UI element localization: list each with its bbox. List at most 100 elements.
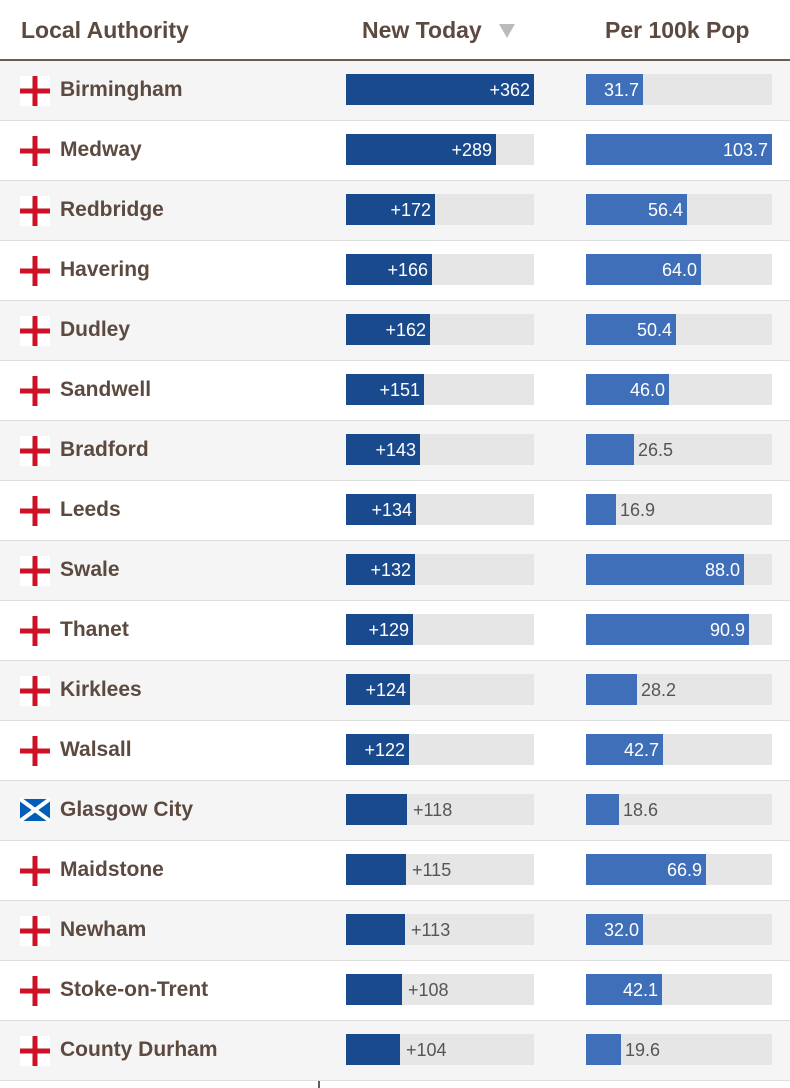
authority-name: Thanet <box>60 618 129 641</box>
table-row[interactable]: Birmingham +362 31.7 <box>0 61 790 121</box>
authority-name: Birmingham <box>60 78 183 101</box>
column-header-local-authority[interactable]: Local Authority <box>21 17 189 43</box>
per-100k-bar <box>586 554 744 585</box>
per-100k-value: 42.1 <box>622 980 658 1000</box>
table-row[interactable]: Leeds +134 16.9 <box>0 481 790 541</box>
table-row[interactable]: Havering +166 64.0 <box>0 241 790 301</box>
authority-name: Medway <box>60 138 142 161</box>
england-flag-icon <box>20 556 50 586</box>
per-100k-bar <box>586 434 634 465</box>
authority-name: Maidstone <box>60 858 164 881</box>
table-row[interactable]: Walsall +122 42.7 <box>0 721 790 781</box>
per-100k-value: 19.6 <box>625 1040 661 1060</box>
england-flag-icon <box>20 736 50 766</box>
table-row[interactable]: Medway +289 103.7 <box>0 121 790 181</box>
new-today-value: +118 <box>413 800 453 820</box>
england-flag-icon <box>20 256 50 286</box>
england-flag-icon <box>20 376 50 406</box>
table-row[interactable]: Newham +113 32.0 <box>0 901 790 961</box>
per-100k-bar-track: 103.7 <box>586 134 772 165</box>
per-100k-bar <box>586 974 662 1005</box>
per-100k-bar <box>586 494 616 525</box>
new-today-value: +104 <box>406 1040 447 1060</box>
per-100k-bar-track: 28.2 <box>586 674 772 705</box>
table-row[interactable]: Thanet +129 90.9 <box>0 601 790 661</box>
new-today-value: +143 <box>375 440 416 460</box>
per-100k-value: 18.6 <box>623 800 659 820</box>
new-today-bar <box>346 914 405 945</box>
per-100k-value: 26.5 <box>638 440 674 460</box>
per-100k-bar-track: 19.6 <box>586 1034 772 1065</box>
table-row[interactable]: Kirklees +124 28.2 <box>0 661 790 721</box>
per-100k-bar-track: 46.0 <box>586 374 772 405</box>
new-today-bar <box>346 554 415 585</box>
per-100k-bar-track: 42.7 <box>586 734 772 765</box>
new-today-bar-track: +129 <box>346 614 534 645</box>
authority-name: Havering <box>60 258 150 281</box>
per-100k-bar <box>586 914 643 945</box>
column-header-new-today[interactable]: New Today <box>362 17 482 43</box>
england-flag-icon <box>20 316 50 346</box>
authority-name: Swale <box>60 558 120 581</box>
per-100k-value: 50.4 <box>636 320 672 340</box>
authority-name: Newham <box>60 918 147 941</box>
table-row[interactable]: Bradford +143 26.5 <box>0 421 790 481</box>
new-today-bar-track: +162 <box>346 314 534 345</box>
per-100k-bar-track: 26.5 <box>586 434 772 465</box>
new-today-bar <box>346 854 406 885</box>
england-flag-icon <box>20 856 50 886</box>
table-row[interactable]: Maidstone +115 66.9 <box>0 841 790 901</box>
new-today-value: +166 <box>387 260 428 280</box>
per-100k-value: 88.0 <box>704 560 740 580</box>
authority-name: County Durham <box>60 1038 218 1061</box>
new-today-bar-track: +132 <box>346 554 534 585</box>
sort-desc-triangle-icon[interactable] <box>499 24 515 38</box>
table-row[interactable]: Sandwell +151 46.0 <box>0 361 790 421</box>
new-today-bar-track: +104 <box>346 1034 534 1065</box>
authority-name: Kirklees <box>60 678 142 701</box>
per-100k-bar <box>586 254 701 285</box>
new-today-value: +108 <box>408 980 449 1000</box>
authority-name: Stoke-on-Trent <box>60 978 209 1001</box>
per-100k-value: 103.7 <box>722 140 768 160</box>
per-100k-value: 42.7 <box>623 740 659 760</box>
authority-name: Glasgow City <box>60 798 194 821</box>
new-today-bar-track: +172 <box>346 194 534 225</box>
england-flag-icon <box>20 136 50 166</box>
new-today-value: +151 <box>379 380 420 400</box>
table-row[interactable]: Swale +132 88.0 <box>0 541 790 601</box>
new-today-bar <box>346 614 413 645</box>
per-100k-value: 66.9 <box>666 860 702 880</box>
new-today-value: +289 <box>451 140 492 160</box>
new-today-bar-track: +143 <box>346 434 534 465</box>
per-100k-bar-track: 50.4 <box>586 314 772 345</box>
authority-name: Dudley <box>60 318 131 341</box>
per-100k-bar-track: 66.9 <box>586 854 772 885</box>
per-100k-bar-track: 42.1 <box>586 974 772 1005</box>
table-row[interactable]: Stoke-on-Trent +108 42.1 <box>0 961 790 1021</box>
per-100k-bar-track: 90.9 <box>586 614 772 645</box>
per-100k-value: 90.9 <box>709 620 745 640</box>
per-100k-bar <box>586 194 687 225</box>
per-100k-bar <box>586 314 676 345</box>
per-100k-value: 16.9 <box>620 500 656 520</box>
table-row[interactable]: Dudley +162 50.4 <box>0 301 790 361</box>
england-flag-icon <box>20 1036 50 1066</box>
table-row[interactable]: Redbridge +172 56.4 <box>0 181 790 241</box>
new-today-bar-track: +151 <box>346 374 534 405</box>
authority-name: Bradford <box>60 438 149 461</box>
table-row[interactable]: Glasgow City +118 18.6 <box>0 781 790 841</box>
table-body: Birmingham +362 31.7 Medway +289 103.7 Redbrid… <box>0 61 790 1081</box>
new-today-bar <box>346 674 410 705</box>
new-today-value: +162 <box>385 320 426 340</box>
per-100k-bar <box>586 374 669 405</box>
per-100k-bar-track: 64.0 <box>586 254 772 285</box>
table-row[interactable]: County Durham +104 19.6 <box>0 1021 790 1081</box>
new-today-bar-track: +124 <box>346 674 534 705</box>
per-100k-bar <box>586 74 643 105</box>
new-today-bar <box>346 974 402 1005</box>
new-today-bar-track: +108 <box>346 974 534 1005</box>
england-flag-icon <box>20 616 50 646</box>
column-header-per-100k-pop[interactable]: Per 100k Pop <box>605 17 750 43</box>
